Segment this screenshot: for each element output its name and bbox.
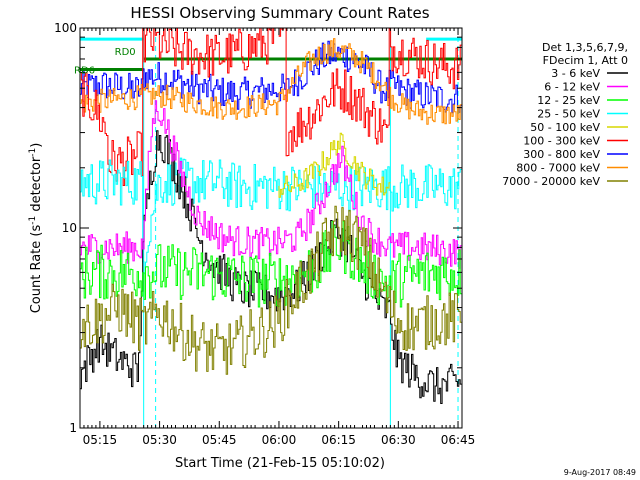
x-tick-label-6: 06:45 bbox=[441, 433, 476, 447]
x-tick-label-4: 06:15 bbox=[321, 433, 356, 447]
y-axis-label-main: Count Rate (s bbox=[29, 225, 44, 314]
series-line-0 bbox=[79, 40, 462, 114]
y-tick-label-1: 10 bbox=[62, 221, 77, 235]
x-axis: 05:15 05:30 05:45 06:00 06:15 06:30 06:45 bbox=[83, 28, 476, 447]
y-axis-label-tail: detector bbox=[29, 156, 44, 216]
series-layer bbox=[79, 27, 462, 404]
y-axis-label-sup: -1 bbox=[28, 216, 38, 225]
legend-label-5: 100 - 300 keV bbox=[523, 135, 600, 148]
rd0-label: RD0 bbox=[115, 47, 136, 58]
y-axis-label: Count Rate (s-1 detector-1) bbox=[28, 143, 44, 314]
y-tick-label-0: 1 bbox=[69, 421, 77, 435]
x-tick-label-2: 05:45 bbox=[202, 433, 237, 447]
series-line-2 bbox=[79, 27, 462, 186]
legend-label-7: 800 - 7000 keV bbox=[516, 162, 600, 175]
x-tick-label-5: 06:30 bbox=[381, 433, 416, 447]
series-line-4 bbox=[278, 132, 391, 198]
x-tick-label-0: 05:15 bbox=[83, 433, 118, 447]
legend-label-8: 7000 - 20000 keV bbox=[502, 175, 600, 188]
series-line-1 bbox=[79, 38, 462, 125]
series-line-8 bbox=[79, 205, 462, 375]
rd6-label: RD6 bbox=[74, 66, 95, 77]
legend-label-4: 50 - 100 keV bbox=[530, 121, 600, 134]
y-tick-label-2: 100 bbox=[54, 21, 77, 35]
series-line-7 bbox=[79, 220, 462, 308]
x-tick-label-3: 06:00 bbox=[262, 433, 297, 447]
x-tick-label-1: 05:30 bbox=[142, 433, 177, 447]
legend-label-1: 6 - 12 keV bbox=[544, 81, 600, 94]
x-axis-label: Start Time (21-Feb-15 05:10:02) bbox=[175, 456, 385, 471]
legend-label-6: 300 - 800 keV bbox=[523, 148, 600, 161]
legend-label-0: 3 - 6 keV bbox=[551, 67, 600, 80]
footer-datestamp: 9-Aug-2017 08:49 bbox=[564, 468, 636, 477]
plot-area: RD0 bbox=[79, 27, 463, 429]
legend: Det 1,3,5,6,7,9, FDecim 1, Att 0 3 - 6 k… bbox=[502, 41, 628, 188]
legend-label-3: 25 - 50 keV bbox=[537, 108, 600, 121]
chart-title: HESSI Observing Summary Count Rates bbox=[130, 4, 429, 22]
legend-header-line-2: FDecim 1, Att 0 bbox=[543, 54, 628, 67]
legend-label-2: 12 - 25 keV bbox=[537, 94, 600, 107]
y-axis-label-close: ) bbox=[29, 143, 44, 148]
legend-header-line-1: Det 1,3,5,6,7,9, bbox=[542, 41, 628, 54]
y-axis: 1 10 100 bbox=[54, 21, 462, 435]
y-axis-label-sup2: -1 bbox=[28, 148, 38, 157]
